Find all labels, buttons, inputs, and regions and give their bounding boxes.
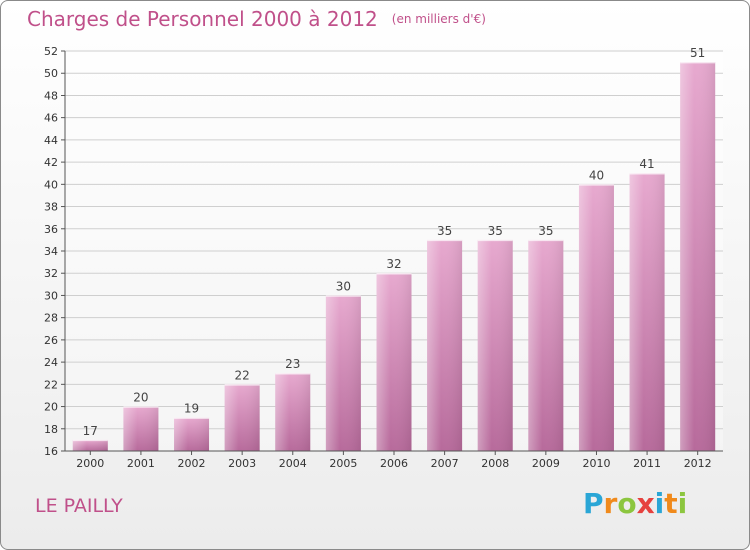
bar-shading	[680, 62, 716, 451]
y-tick-label: 48	[44, 89, 58, 102]
bar-shading	[224, 384, 260, 451]
bar-shading	[123, 406, 159, 451]
x-tick-label: 2008	[481, 457, 509, 470]
logo-letter: r	[603, 487, 618, 520]
value-label: 51	[690, 46, 705, 60]
y-tick-label: 32	[44, 267, 58, 280]
logo-letter: i	[677, 487, 688, 520]
logo-letter: t	[664, 487, 678, 520]
y-tick-label: 16	[44, 445, 58, 458]
bar-shading	[275, 373, 311, 451]
y-tick-label: 18	[44, 423, 58, 436]
y-tick-label: 38	[44, 201, 58, 214]
bar-shading	[477, 239, 513, 451]
bar-shading	[376, 273, 412, 451]
y-tick-label: 46	[44, 112, 58, 125]
y-tick-label: 40	[44, 178, 58, 191]
y-tick-label: 44	[44, 134, 58, 147]
y-tick-label: 42	[44, 156, 58, 169]
x-tick-label: 2009	[532, 457, 560, 470]
x-tick-label: 2012	[684, 457, 712, 470]
bar-shading	[427, 239, 463, 451]
y-tick-label: 50	[44, 67, 58, 80]
logo-letter: P	[583, 487, 604, 520]
bar-shading	[578, 184, 614, 452]
y-tick-label: 36	[44, 223, 58, 236]
y-tick-label: 26	[44, 334, 58, 347]
logo-letter: o	[617, 487, 637, 520]
value-label: 35	[488, 224, 503, 238]
logo-letter: i	[654, 487, 665, 520]
y-tick-label: 52	[44, 45, 58, 58]
commune-name: LE PAILLY	[35, 495, 123, 517]
x-tick-label: 2011	[633, 457, 661, 470]
x-tick-label: 2010	[582, 457, 610, 470]
bar-shading	[72, 439, 108, 451]
value-label: 22	[235, 368, 250, 382]
axes	[61, 50, 723, 455]
value-label: 41	[639, 157, 654, 171]
value-label: 35	[538, 224, 553, 238]
labels: 16 18 20 22 24 26 28 30 32 34 36 38 40 42 44 46 48 50 52 17…	[44, 45, 712, 470]
value-label: 23	[285, 357, 300, 371]
x-tick-label: 2003	[228, 457, 256, 470]
bar-shading	[174, 417, 210, 451]
chart-title: Charges de Personnel 2000 à 2012 (en mill…	[27, 7, 486, 31]
y-tick-label: 22	[44, 378, 58, 391]
value-label: 35	[437, 224, 452, 238]
value-label: 20	[133, 391, 148, 405]
bar-shading	[629, 173, 665, 451]
bars	[72, 61, 716, 452]
x-tick-label: 2007	[431, 457, 459, 470]
value-label: 40	[589, 168, 604, 182]
logo-letter: x	[636, 487, 655, 520]
value-label: 17	[83, 424, 98, 438]
x-tick-label: 2005	[329, 457, 357, 470]
x-tick-label: 2000	[76, 457, 104, 470]
proxiti-logo: Proxiti	[583, 487, 687, 520]
y-tick-label: 34	[44, 245, 58, 258]
x-tick-label: 2001	[127, 457, 155, 470]
y-tick-label: 28	[44, 312, 58, 325]
x-tick-label: 2002	[178, 457, 206, 470]
value-label: 32	[386, 257, 401, 271]
bar-shading	[528, 239, 564, 451]
bar-shading	[325, 295, 361, 451]
value-label: 19	[184, 402, 199, 416]
chart-unit: (en milliers d'€)	[391, 12, 486, 26]
value-label: 30	[336, 279, 351, 293]
y-tick-label: 20	[44, 401, 58, 414]
y-tick-label: 30	[44, 289, 58, 302]
x-tick-label: 2004	[279, 457, 307, 470]
y-tick-label: 24	[44, 356, 58, 369]
x-tick-label: 2006	[380, 457, 408, 470]
